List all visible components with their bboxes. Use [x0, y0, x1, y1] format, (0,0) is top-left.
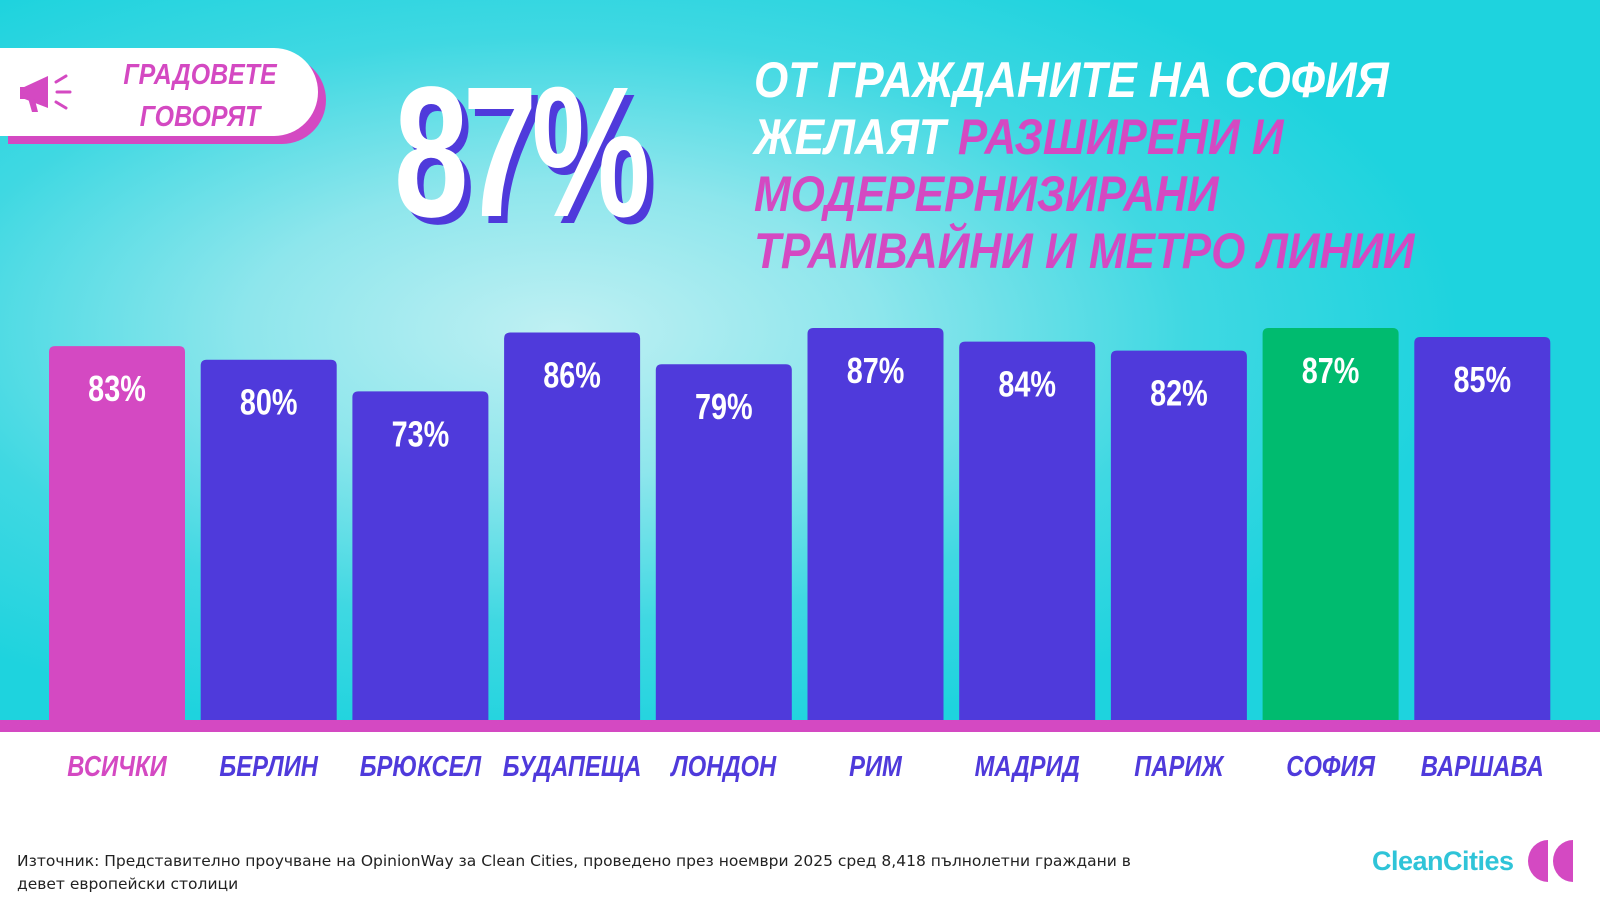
bar-group: 85% ВАРШАВА	[1414, 337, 1551, 783]
bar-group: 87% СОФИЯ	[1262, 328, 1399, 783]
bar-group: 83% ВСИЧКИ	[49, 346, 185, 783]
source-note: Източник: Представително проучване на Op…	[17, 852, 1131, 893]
bar	[807, 328, 944, 722]
bar-value-label: 84%	[998, 363, 1056, 404]
bar	[1414, 337, 1551, 722]
category-label: ВСИЧКИ	[67, 750, 167, 783]
bar-value-label: 73%	[392, 413, 450, 454]
category-label: ЛОНДОН	[670, 750, 777, 783]
bar	[49, 346, 185, 722]
clean-cities-logo-icon	[1527, 840, 1573, 882]
bar	[1262, 328, 1399, 722]
bar	[200, 359, 337, 722]
bar-group: 79% ЛОНДОН	[655, 364, 792, 783]
bar	[504, 332, 641, 722]
bar-group: 80% БЕРЛИН	[200, 359, 337, 783]
bar	[352, 391, 489, 722]
category-label: БУДАПЕЩА	[503, 750, 642, 783]
bar-group: 86% БУДАПЕЩА	[503, 332, 642, 783]
bar-group: 82% ПАРИЖ	[1110, 350, 1247, 783]
category-label: МАДРИД	[975, 750, 1080, 783]
bar-value-label: 83%	[88, 368, 146, 409]
bar-group: 84% МАДРИД	[959, 341, 1096, 783]
big-stat: 87%	[394, 49, 651, 256]
headline-highlight-3: ТРАМВАЙНИ И МЕТРО ЛИНИИ	[754, 223, 1415, 279]
logo-text: CleanCities	[1372, 845, 1514, 876]
bar	[655, 364, 792, 722]
category-label: СОФИЯ	[1286, 750, 1375, 783]
bar-value-label: 87%	[1302, 350, 1360, 391]
category-label: БЕРЛИН	[219, 750, 318, 783]
headline-line-1: ОТ ГРАЖДАНИТЕ НА СОФИЯ	[754, 52, 1389, 108]
category-label: РИМ	[849, 750, 903, 783]
section-tag: ГРАДОВЕТЕ ГОВОРЯТ	[0, 48, 318, 136]
category-label: БРЮКСЕЛ	[360, 750, 482, 783]
bar	[1110, 350, 1247, 722]
bar-value-label: 87%	[847, 350, 905, 391]
tag-line-2: ГОВОРЯТ	[139, 101, 261, 133]
bar-group: 73% БРЮКСЕЛ	[352, 391, 489, 783]
megaphone-icon	[20, 74, 72, 112]
tag-label: ГРАДОВЕТЕ ГОВОРЯТ	[114, 54, 286, 138]
bar-value-label: 80%	[240, 382, 298, 423]
headline-highlight-2: МОДЕРЕРНИЗИРАНИ	[754, 166, 1219, 222]
headline-part-2: ЖЕЛАЯТ	[754, 109, 958, 165]
bar-value-label: 82%	[1150, 373, 1208, 414]
bar-value-label: 85%	[1453, 359, 1511, 400]
category-label: ПАРИЖ	[1134, 750, 1225, 783]
headline-highlight-1: РАЗШИРЕНИ И	[957, 109, 1284, 165]
bar-value-label: 79%	[695, 386, 753, 427]
clean-cities-logo: CleanCities	[1372, 836, 1576, 886]
headline: ОТ ГРАЖДАНИТЕ НА СОФИЯ ЖЕЛАЯТ РАЗШИРЕНИ …	[754, 52, 1484, 280]
bar-group: 87% РИМ	[807, 328, 944, 783]
tag-line-1: ГРАДОВЕТЕ	[123, 59, 277, 91]
headline-line-2: ЖЕЛАЯТ РАЗШИРЕНИ И	[754, 109, 1484, 166]
category-label: ВАРШАВА	[1421, 750, 1544, 783]
bar-value-label: 86%	[543, 354, 601, 395]
chart-baseline	[0, 720, 1600, 732]
bar	[959, 341, 1096, 722]
